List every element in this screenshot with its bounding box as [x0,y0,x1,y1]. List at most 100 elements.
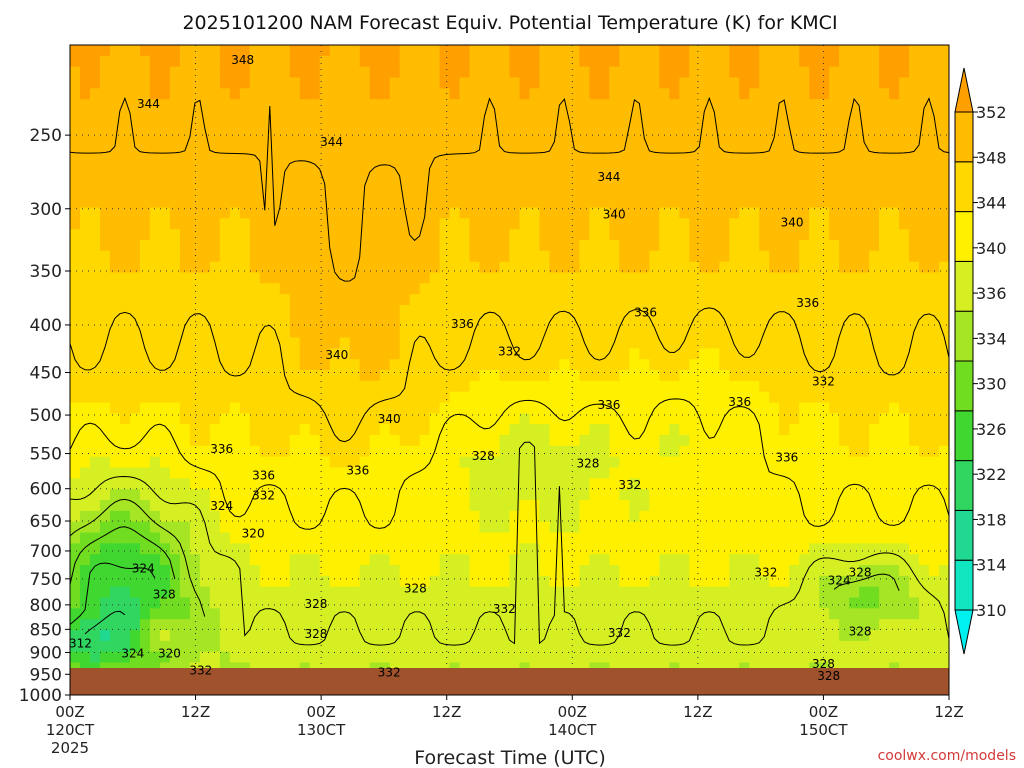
field-cell [109,489,121,501]
field-cell [609,380,620,393]
field-cell [599,630,610,642]
field-cell [429,250,441,263]
field-cell [659,467,670,479]
field-cell [519,45,531,57]
field-cell [339,164,351,176]
field-cell [809,218,820,230]
field-cell [89,175,101,187]
field-cell [919,250,930,263]
field-cell [79,131,91,144]
field-cell [699,131,710,144]
field-cell [239,435,251,447]
field-cell [349,456,361,469]
field-cell [259,521,271,534]
field-cell [619,110,630,122]
field-cell [809,521,820,534]
field-cell [629,554,640,566]
field-cell [429,543,441,555]
field-cell [529,164,541,176]
field-cell [709,45,720,57]
field-cell [419,142,431,154]
field-cell [299,175,311,187]
field-cell [519,435,531,447]
field-cell [909,337,920,349]
field-cell [229,250,241,263]
field-cell [769,218,780,230]
field-cell [489,467,501,479]
field-cell [489,402,501,414]
field-cell [829,456,840,469]
field-cell [899,88,910,100]
field-cell [889,532,900,544]
field-cell [769,554,780,566]
field-cell [79,445,91,458]
field-cell [709,77,720,89]
field-cell [99,424,111,436]
field-cell [619,153,630,165]
field-cell [309,250,321,263]
field-cell [489,554,501,566]
field-cell [529,131,541,144]
field-cell [399,196,411,209]
temperature-field [70,45,949,695]
field-cell [499,240,511,252]
field-cell [469,402,481,414]
field-cell [659,586,670,599]
field-cell [299,445,311,458]
field-cell [729,391,740,404]
field-cell [559,120,571,133]
field-cell [389,554,401,566]
field-cell [659,543,670,555]
field-cell [899,207,910,219]
field-cell [899,66,910,79]
field-cell [779,153,790,165]
field-cell [369,489,381,501]
field-cell [729,142,740,154]
field-cell [899,153,910,165]
field-cell [879,467,890,479]
field-cell [79,348,91,360]
field-cell [849,445,860,458]
field-cell [339,532,351,544]
field-cell [559,478,571,490]
field-cell [869,543,880,555]
field-cell [909,142,920,154]
field-cell [529,651,541,664]
field-cell [779,348,790,360]
field-cell [289,272,301,284]
field-cell [879,110,890,122]
field-cell [759,608,770,620]
field-cell [679,326,690,339]
field-cell [739,88,750,100]
field-cell [119,250,131,263]
field-cell [469,294,481,306]
field-cell [209,554,221,566]
field-cell [449,348,461,360]
field-cell [259,640,271,653]
field-cell [399,500,411,512]
field-cell [719,153,730,165]
field-cell [219,456,231,469]
field-cell [409,261,421,274]
field-cell [439,261,451,274]
field-cell [289,651,301,664]
field-cell [679,153,690,165]
field-cell [209,348,221,360]
field-cell [279,142,291,154]
field-cell [699,110,710,122]
field-cell [819,543,830,555]
field-cell [159,120,171,133]
field-cell [469,521,481,534]
field-cell [469,489,481,501]
field-cell [719,500,730,512]
field-cell [329,456,341,469]
field-cell [489,478,501,490]
field-cell [569,99,581,111]
field-cell [449,630,461,642]
field-cell [829,380,840,393]
field-cell [179,348,191,360]
field-cell [469,261,481,274]
field-cell [789,164,800,176]
field-cell [109,456,121,469]
field-cell [519,456,531,469]
